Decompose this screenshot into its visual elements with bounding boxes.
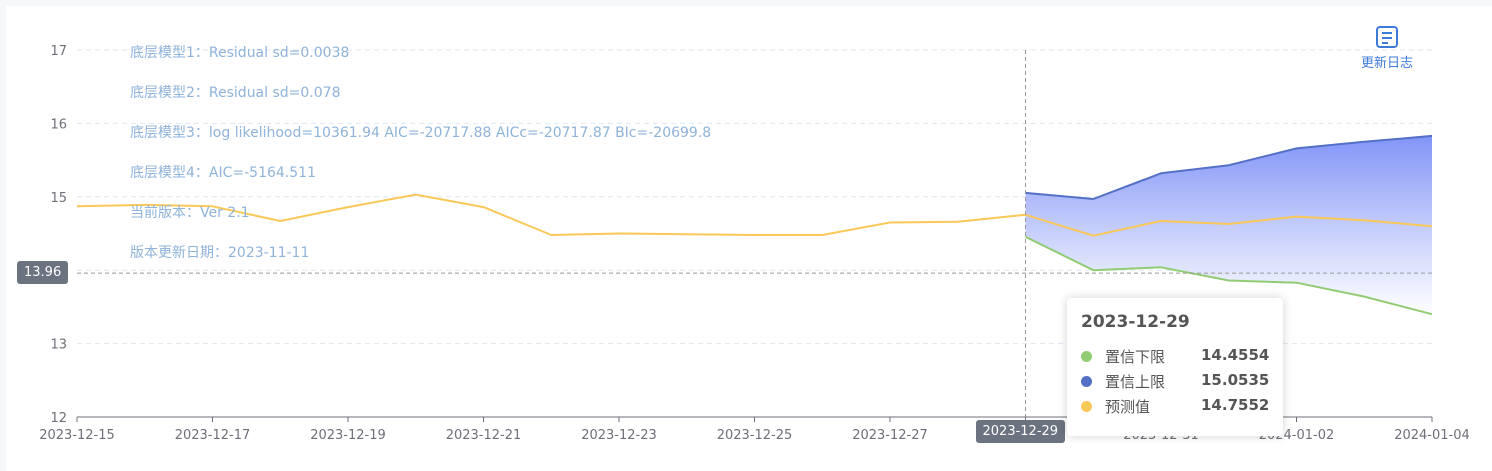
confidence-band <box>1025 135 1432 315</box>
tooltip: 2023-12-29 置信下限 14.4554 置信上限 15.0535 预测值… <box>1067 298 1283 436</box>
model-note: 版本更新日期：2023-11-11 <box>130 245 310 261</box>
y-tick-label: 17 <box>50 44 67 59</box>
tooltip-row-pred: 预测值 14.7552 <box>1081 396 1271 418</box>
model-note: 当前版本：Ver 2.1 <box>130 205 250 221</box>
tooltip-row-value: 15.0535 <box>1201 371 1270 389</box>
tooltip-row-value: 14.4554 <box>1201 346 1270 364</box>
x-tick-label: 2023-12-17 <box>175 428 251 443</box>
tooltip-row-upper: 置信上限 15.0535 <box>1081 371 1271 393</box>
upper-bound-line <box>1025 134 1433 200</box>
model-note: 底层模型3：log likelihood=10361.94 AIC=-20717… <box>130 125 712 141</box>
confidence-band-area <box>1025 135 1432 315</box>
y-tick-label: 13 <box>50 338 67 353</box>
pred-dot-icon <box>1081 401 1092 412</box>
y-tick-label: 16 <box>50 117 67 132</box>
x-tick-label: 2023-12-19 <box>310 428 386 443</box>
x-tick-label: 2024-01-04 <box>1394 428 1470 443</box>
lower-dot-icon <box>1081 351 1092 362</box>
upper-dot-icon <box>1081 376 1092 387</box>
tooltip-row-label: 置信上限 <box>1105 373 1166 391</box>
crosshair-x-label: 2023-12-29 <box>975 420 1066 443</box>
series-lines <box>76 134 1433 316</box>
x-tick-label: 2023-12-21 <box>446 428 522 443</box>
changelog-button[interactable]: 更新日志 <box>1352 26 1422 71</box>
x-tick-label: 2023-12-25 <box>717 428 793 443</box>
y-tick-label: 15 <box>50 191 67 206</box>
x-tick-label: 2023-12-23 <box>581 428 657 443</box>
tooltip-date: 2023-12-29 <box>1081 312 1190 332</box>
model-note: 底层模型2：Residual sd=0.078 <box>130 85 341 101</box>
model-note: 底层模型4：AIC=-5164.511 <box>130 165 316 181</box>
tooltip-row-label: 预测值 <box>1105 398 1151 416</box>
forecast-line <box>76 193 1433 237</box>
x-tick-label: 2023-12-27 <box>852 428 928 443</box>
tooltip-row-lower: 置信下限 14.4554 <box>1081 346 1271 368</box>
document-icon <box>1376 26 1398 48</box>
chart-panel: 1213141516172023-12-152023-12-172023-12-… <box>6 6 1492 471</box>
crosshair <box>77 50 1432 417</box>
x-tick-label: 2023-12-15 <box>39 428 115 443</box>
model-note: 底层模型1：Residual sd=0.0038 <box>130 45 350 61</box>
tooltip-row-label: 置信下限 <box>1105 348 1166 366</box>
crosshair-y-label: 13.96 <box>17 261 69 285</box>
tooltip-row-value: 14.7552 <box>1201 396 1270 414</box>
y-tick-label: 12 <box>50 411 67 426</box>
lower-bound-line <box>1025 235 1433 316</box>
changelog-label: 更新日志 <box>1360 56 1413 71</box>
